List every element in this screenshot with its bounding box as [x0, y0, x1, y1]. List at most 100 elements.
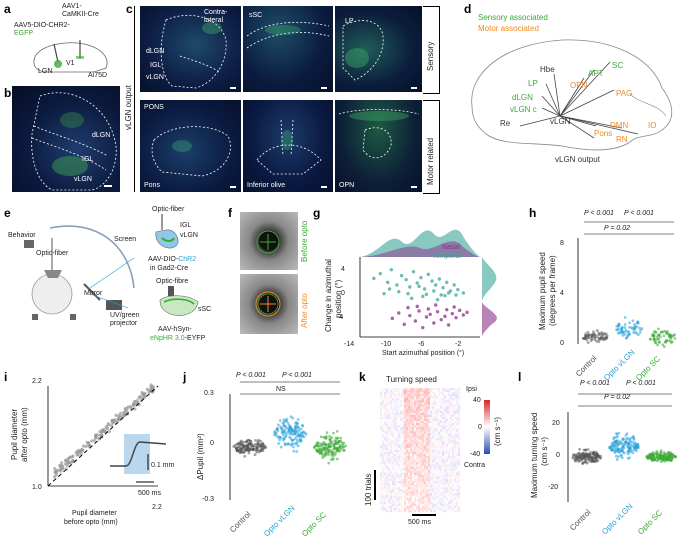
h-point-2	[657, 333, 660, 337]
d-lp: LP	[528, 79, 538, 88]
k-cell	[428, 427, 431, 430]
g-point-nasal	[465, 310, 469, 315]
k-cell	[458, 394, 461, 397]
k-cell	[418, 452, 421, 455]
k-cell	[382, 394, 385, 397]
k-cell	[400, 396, 403, 399]
k-cell	[432, 429, 435, 432]
j-point-2	[327, 445, 331, 448]
k-cell	[450, 483, 453, 486]
k-cell	[432, 388, 435, 391]
k-cell	[388, 427, 391, 430]
k-cell	[412, 437, 415, 440]
j-point-1	[289, 443, 293, 447]
k-cell	[396, 464, 399, 467]
k-cell	[446, 476, 449, 480]
k-cell	[400, 419, 403, 422]
k-cell	[452, 447, 455, 451]
k-cell	[410, 460, 413, 463]
k-cell	[408, 445, 411, 449]
l-point-2	[655, 449, 659, 453]
k-cell	[446, 499, 449, 502]
k-cell	[458, 478, 461, 482]
k-cell	[392, 421, 395, 424]
k-cell	[412, 470, 415, 473]
k-cell	[440, 503, 443, 506]
h-point-2	[656, 343, 659, 347]
k-cell	[380, 441, 383, 444]
k-cell	[418, 445, 421, 449]
c-row-sensory: Sensory	[426, 41, 435, 71]
k-cell	[380, 421, 383, 424]
k-cell	[446, 450, 449, 453]
k-cell	[422, 406, 425, 409]
l-point-1	[635, 449, 638, 453]
k-cell	[426, 402, 429, 405]
k-cell	[448, 408, 451, 411]
k-cell	[444, 509, 447, 513]
k-cell	[396, 481, 399, 484]
k-cell	[438, 456, 441, 459]
k-cell	[412, 497, 415, 500]
k-cell	[424, 466, 427, 469]
k-cell	[396, 443, 399, 447]
j-point-0	[254, 439, 258, 442]
l-point-0	[575, 452, 578, 456]
k-cell	[382, 483, 385, 486]
k-cell	[432, 406, 435, 409]
k-cell	[438, 489, 441, 492]
j-point-2	[331, 442, 334, 446]
l-point-2	[657, 458, 660, 462]
k-cell	[390, 416, 393, 420]
k-cell	[430, 398, 433, 401]
k-cell	[456, 495, 459, 498]
h-ylabel2: (degrees per frame)	[548, 255, 557, 326]
k-cell	[442, 466, 445, 469]
k-cell	[424, 392, 427, 395]
k-cell	[408, 493, 411, 496]
k-cell	[382, 495, 385, 498]
k-cell	[454, 400, 457, 403]
g-point-nasal	[428, 312, 432, 317]
k-cell	[392, 450, 395, 453]
l-point-2	[671, 453, 675, 457]
k-cb-bot: -40	[470, 451, 481, 458]
k-cell	[422, 441, 425, 444]
k-cell	[410, 450, 413, 453]
k-cell	[422, 439, 425, 442]
k-cell	[388, 423, 391, 426]
k-cell	[382, 445, 385, 449]
i-inset-stim	[124, 434, 150, 474]
k-cell	[380, 501, 383, 504]
k-cell	[452, 452, 455, 455]
k-cell	[394, 427, 397, 430]
h-point-2	[670, 334, 674, 338]
k-cell	[414, 429, 417, 432]
k-cell	[458, 439, 461, 442]
k-cell	[388, 474, 391, 478]
k-cell	[438, 421, 441, 424]
k-cell	[394, 431, 397, 434]
g-point-temporal	[426, 272, 431, 277]
k-cell	[434, 509, 437, 513]
k-cell	[428, 472, 431, 475]
k-cell	[400, 410, 403, 413]
k-cell	[404, 487, 407, 490]
k-cell	[436, 439, 439, 442]
k-cell	[406, 503, 409, 506]
k-cell	[428, 433, 431, 436]
k-cell	[414, 474, 417, 478]
k-cell	[436, 505, 439, 509]
k-cell	[390, 441, 393, 444]
k-cell	[412, 402, 415, 405]
l-point-2	[667, 450, 670, 454]
k-cell	[442, 487, 445, 490]
k-cell	[406, 483, 409, 486]
k-cell	[420, 450, 423, 453]
i-scatter-plot	[47, 383, 167, 487]
k-cell	[432, 425, 435, 428]
k-cell	[388, 396, 391, 399]
k-cell	[438, 425, 441, 428]
k-cell	[396, 476, 399, 480]
panel-label-l: l	[518, 370, 522, 384]
